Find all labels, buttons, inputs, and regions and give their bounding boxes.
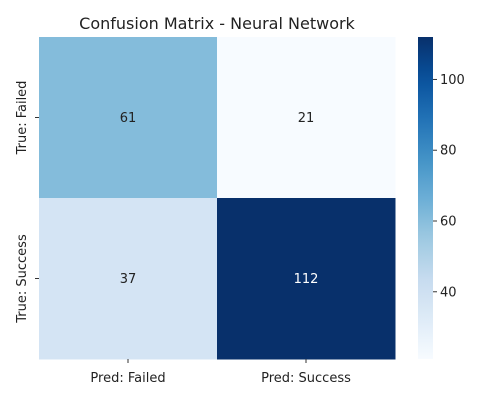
y-axis: True: Failed True: Success bbox=[15, 81, 39, 324]
heatmap-cell-labels: 61 21 37 112 bbox=[120, 111, 319, 287]
cell-value-label: 61 bbox=[120, 111, 137, 126]
heatmap-cell bbox=[217, 37, 396, 199]
colorbar-ticks: 40 60 80 100 bbox=[433, 73, 465, 300]
colorbar-tick-label: 40 bbox=[440, 285, 457, 300]
x-tick-label: Pred: Failed bbox=[90, 371, 165, 386]
colorbar-tick-label: 100 bbox=[440, 73, 465, 88]
colorbar-tick-label: 80 bbox=[440, 144, 457, 159]
heatmap-cell bbox=[39, 37, 218, 199]
heatmap-cell bbox=[217, 198, 396, 360]
cell-value-label: 37 bbox=[120, 272, 137, 287]
chart-title: Confusion Matrix - Neural Network bbox=[79, 14, 355, 33]
colorbar bbox=[418, 37, 433, 359]
colorbar-tick-label: 60 bbox=[440, 215, 457, 230]
y-tick-label: True: Failed bbox=[15, 81, 30, 156]
heatmap-cell bbox=[39, 198, 218, 360]
x-tick-label: Pred: Success bbox=[261, 371, 351, 386]
heatmap-cells bbox=[39, 37, 396, 360]
y-tick-label: True: Success bbox=[15, 234, 30, 324]
x-axis: Pred: Failed Pred: Success bbox=[90, 359, 351, 386]
cell-value-label: 112 bbox=[294, 272, 319, 287]
cell-value-label: 21 bbox=[298, 111, 315, 126]
